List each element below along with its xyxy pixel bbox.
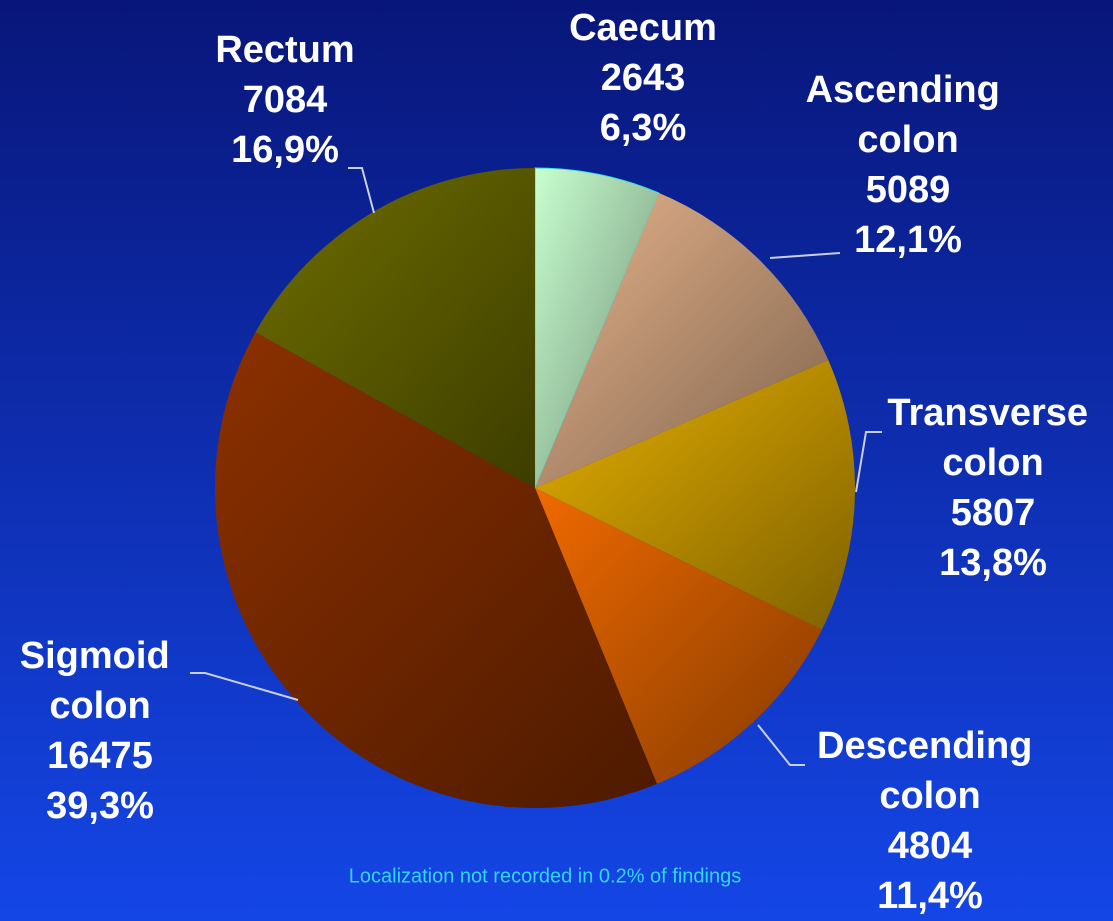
slice-label: Caecum <box>569 7 717 49</box>
pie-slice <box>214 332 657 809</box>
slice-percent: 11,4% <box>877 875 983 917</box>
pie-slice <box>535 360 855 630</box>
slice-percent: 16,9% <box>231 129 339 171</box>
slice-percent: 12,1% <box>854 219 962 261</box>
leader-line <box>348 167 375 214</box>
leader-line <box>769 252 841 259</box>
slice-count: 4804 <box>888 825 973 867</box>
slice-count: 5807 <box>951 492 1036 534</box>
slice-count: 7084 <box>243 79 328 121</box>
leader-line <box>855 431 882 493</box>
slice-label: Ascending colon <box>806 69 1011 161</box>
slice-percent: 13,8% <box>939 542 1047 584</box>
slice-count: 2643 <box>601 57 686 99</box>
footnote: Localization not recorded in 0.2% of fin… <box>349 865 741 887</box>
pie-slice <box>534 167 660 489</box>
pie-slice <box>535 488 822 784</box>
pie-slice <box>255 168 535 488</box>
slice-label: Transverse colon <box>887 392 1098 484</box>
slice-label: Rectum <box>215 29 354 71</box>
slice-count: 5089 <box>866 169 951 211</box>
leader-line <box>190 672 299 701</box>
slice-percent: 39,3% <box>46 785 154 827</box>
slice-count: 16475 <box>47 735 153 777</box>
slice-percent: 6,3% <box>600 107 687 149</box>
slice-label: Sigmoid colon <box>20 635 180 727</box>
pie-slice <box>535 192 829 489</box>
leader-line <box>757 724 805 766</box>
slice-label: Descending colon <box>817 725 1043 817</box>
